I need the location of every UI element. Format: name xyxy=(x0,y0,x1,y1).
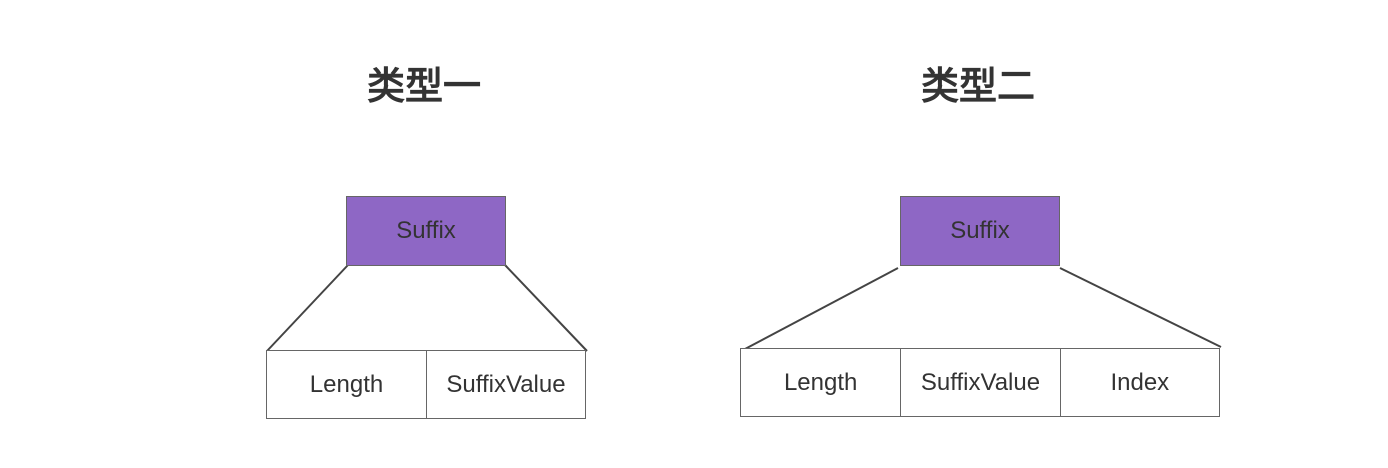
suffix-node-type-one: Suffix xyxy=(346,196,506,266)
field-index: Index xyxy=(1059,349,1219,416)
field-suffix-value: SuffixValue xyxy=(426,351,585,418)
suffix-node-type-two: Suffix xyxy=(900,196,1060,266)
connector-right-2 xyxy=(1059,267,1222,348)
field-length: Length xyxy=(309,370,384,398)
diagram-title-type-two: 类型二 xyxy=(920,64,1035,108)
diagram-title-type-one: 类型一 xyxy=(366,64,481,108)
field-row-type-one: Length SuffixValue xyxy=(266,350,586,419)
connector-left-2 xyxy=(744,267,899,350)
field-length: Length xyxy=(783,368,858,396)
connector-left-1 xyxy=(266,264,349,352)
field-row-type-two: Length SuffixValue Index xyxy=(740,348,1220,417)
connector-right-1 xyxy=(504,264,588,352)
field-suffix-value: SuffixValue xyxy=(900,349,1059,416)
